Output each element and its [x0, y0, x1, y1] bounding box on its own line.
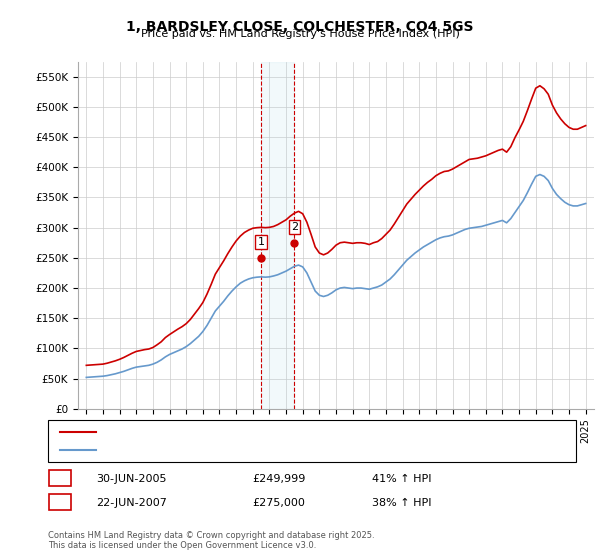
Text: 2: 2 [291, 222, 298, 232]
Text: Contains HM Land Registry data © Crown copyright and database right 2025.
This d: Contains HM Land Registry data © Crown c… [48, 530, 374, 550]
Text: £249,999: £249,999 [252, 474, 305, 484]
Text: 1: 1 [56, 473, 64, 483]
Text: £275,000: £275,000 [252, 498, 305, 508]
Text: 30-JUN-2005: 30-JUN-2005 [96, 474, 167, 484]
Text: 1, BARDSLEY CLOSE, COLCHESTER, CO4 5GS: 1, BARDSLEY CLOSE, COLCHESTER, CO4 5GS [126, 20, 474, 34]
Text: HPI: Average price, semi-detached house, Colchester: HPI: Average price, semi-detached house,… [102, 445, 367, 455]
Bar [261, 62, 295, 409]
Text: 38% ↑ HPI: 38% ↑ HPI [372, 498, 431, 508]
Text: 22-JUN-2007: 22-JUN-2007 [96, 498, 167, 508]
Text: 1: 1 [257, 237, 265, 247]
Text: 41% ↑ HPI: 41% ↑ HPI [372, 474, 431, 484]
Text: 2: 2 [56, 497, 64, 507]
Text: 1, BARDSLEY CLOSE, COLCHESTER, CO4 5GS (semi-detached house): 1, BARDSLEY CLOSE, COLCHESTER, CO4 5GS (… [102, 427, 444, 437]
Text: Price paid vs. HM Land Registry's House Price Index (HPI): Price paid vs. HM Land Registry's House … [140, 29, 460, 39]
